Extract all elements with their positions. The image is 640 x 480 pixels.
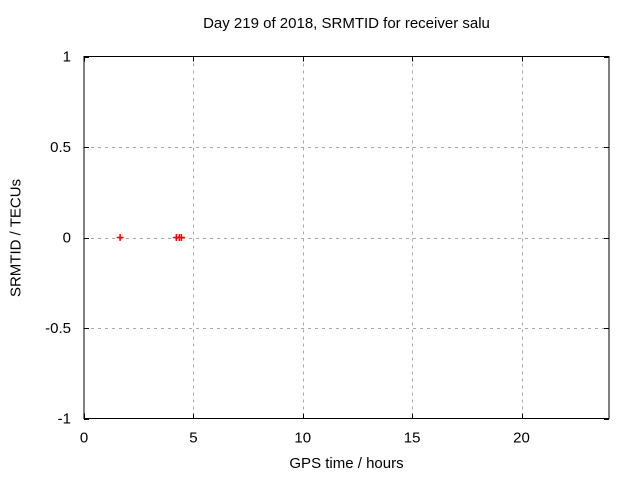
- y-tick-label: -1: [58, 411, 71, 428]
- x-tick-label: 5: [189, 430, 197, 447]
- y-axis-label: SRMTID / TECUs: [7, 178, 25, 298]
- chart-title: Day 219 of 2018, SRMTID for receiver sal…: [203, 15, 490, 32]
- x-tick-label: 10: [294, 430, 311, 447]
- plot-border: [83, 56, 610, 419]
- y-tick-label: 0.5: [50, 139, 71, 156]
- y-tick-label: 1: [63, 49, 71, 66]
- y-tick-label: 0: [63, 230, 71, 247]
- y-tick-label: -0.5: [45, 320, 71, 337]
- x-tick-label: 15: [404, 430, 421, 447]
- x-axis-label: GPS time / hours: [289, 455, 404, 472]
- x-tick-label: 20: [513, 430, 530, 447]
- x-tick-label: 0: [80, 430, 88, 447]
